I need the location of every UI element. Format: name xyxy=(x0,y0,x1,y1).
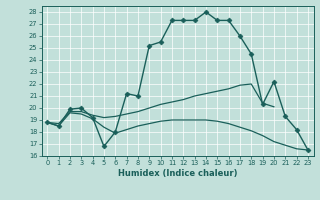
X-axis label: Humidex (Indice chaleur): Humidex (Indice chaleur) xyxy=(118,169,237,178)
